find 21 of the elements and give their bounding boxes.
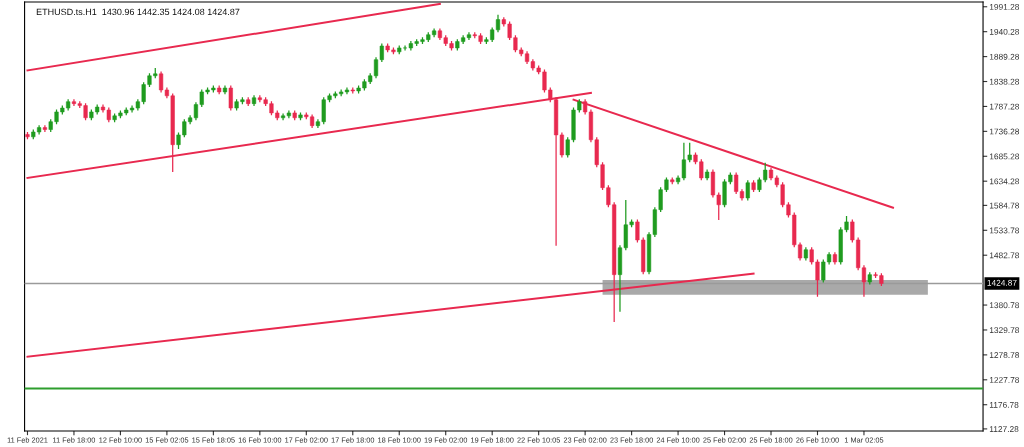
- y-tick-label: 1227.78: [989, 377, 1020, 383]
- y-tick-label: 1838.28: [989, 78, 1020, 85]
- y-tick-label: 1584.78: [989, 202, 1020, 209]
- y-tick-label: 1940.28: [989, 28, 1020, 35]
- y-tick-label: 1533.78: [989, 227, 1020, 234]
- y-tick-label: 1176.78: [989, 401, 1019, 408]
- y-tick-label: 1380.78: [989, 302, 1020, 309]
- y-tick-label: 1278.78: [989, 352, 1020, 358]
- ref-line-label: 1424.87: [987, 279, 1017, 286]
- y-tick-label: 1736.28: [989, 128, 1020, 135]
- candlestick: [228, 84, 233, 112]
- y-tick-label: 1482.78: [989, 252, 1020, 259]
- y-tick-label: 1787.28: [989, 103, 1020, 110]
- candlestick: [745, 179, 750, 202]
- y-tick-label: 1127.28: [989, 426, 1019, 433]
- y-tick-label: 1634.28: [989, 178, 1020, 185]
- text: ETHUSD.ts.H1 1430.96 1442.35 1424.08 1424.87: [36, 8, 240, 16]
- y-tick-label: 1889.28: [989, 53, 1020, 60]
- y-tick-label: 1329.78: [989, 327, 1020, 334]
- y-tick-label: 1685.28: [989, 153, 1020, 160]
- y-tick-label: 1991.28: [989, 3, 1020, 10]
